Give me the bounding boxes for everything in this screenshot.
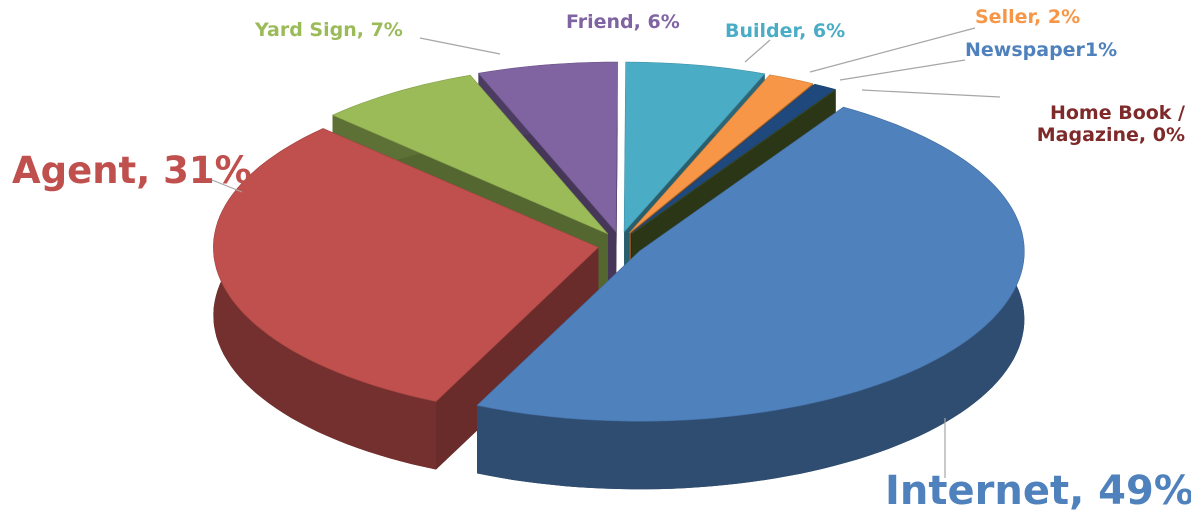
slice-outer-wall bbox=[477, 107, 1025, 490]
slice-top bbox=[477, 61, 618, 233]
slice-top bbox=[623, 61, 766, 233]
slice-top bbox=[331, 74, 609, 235]
data-label: Builder, 6% bbox=[725, 20, 846, 42]
leader-line bbox=[211, 179, 243, 193]
slice-top bbox=[213, 128, 599, 402]
leader-line bbox=[839, 59, 966, 81]
leader-line bbox=[744, 39, 771, 63]
leader-line bbox=[419, 37, 501, 55]
leader-line bbox=[809, 27, 976, 73]
data-label: Friend, 6% bbox=[566, 11, 680, 33]
data-label: Home Book / Magazine, 0% bbox=[1036, 102, 1185, 146]
leader-line bbox=[861, 89, 1001, 98]
data-label: Agent, 31% bbox=[12, 149, 252, 192]
data-label: Yard Sign, 7% bbox=[255, 19, 403, 41]
data-label: Newspaper1% bbox=[965, 39, 1118, 61]
data-label: Internet, 49% bbox=[885, 468, 1191, 514]
slice-top bbox=[630, 83, 836, 234]
slice-top bbox=[476, 106, 1025, 422]
slice-radial-wall bbox=[436, 247, 599, 470]
data-label: Seller, 2% bbox=[975, 6, 1081, 28]
pie-slice bbox=[476, 106, 1025, 490]
slice-top bbox=[629, 74, 814, 234]
slice-top bbox=[631, 89, 836, 235]
